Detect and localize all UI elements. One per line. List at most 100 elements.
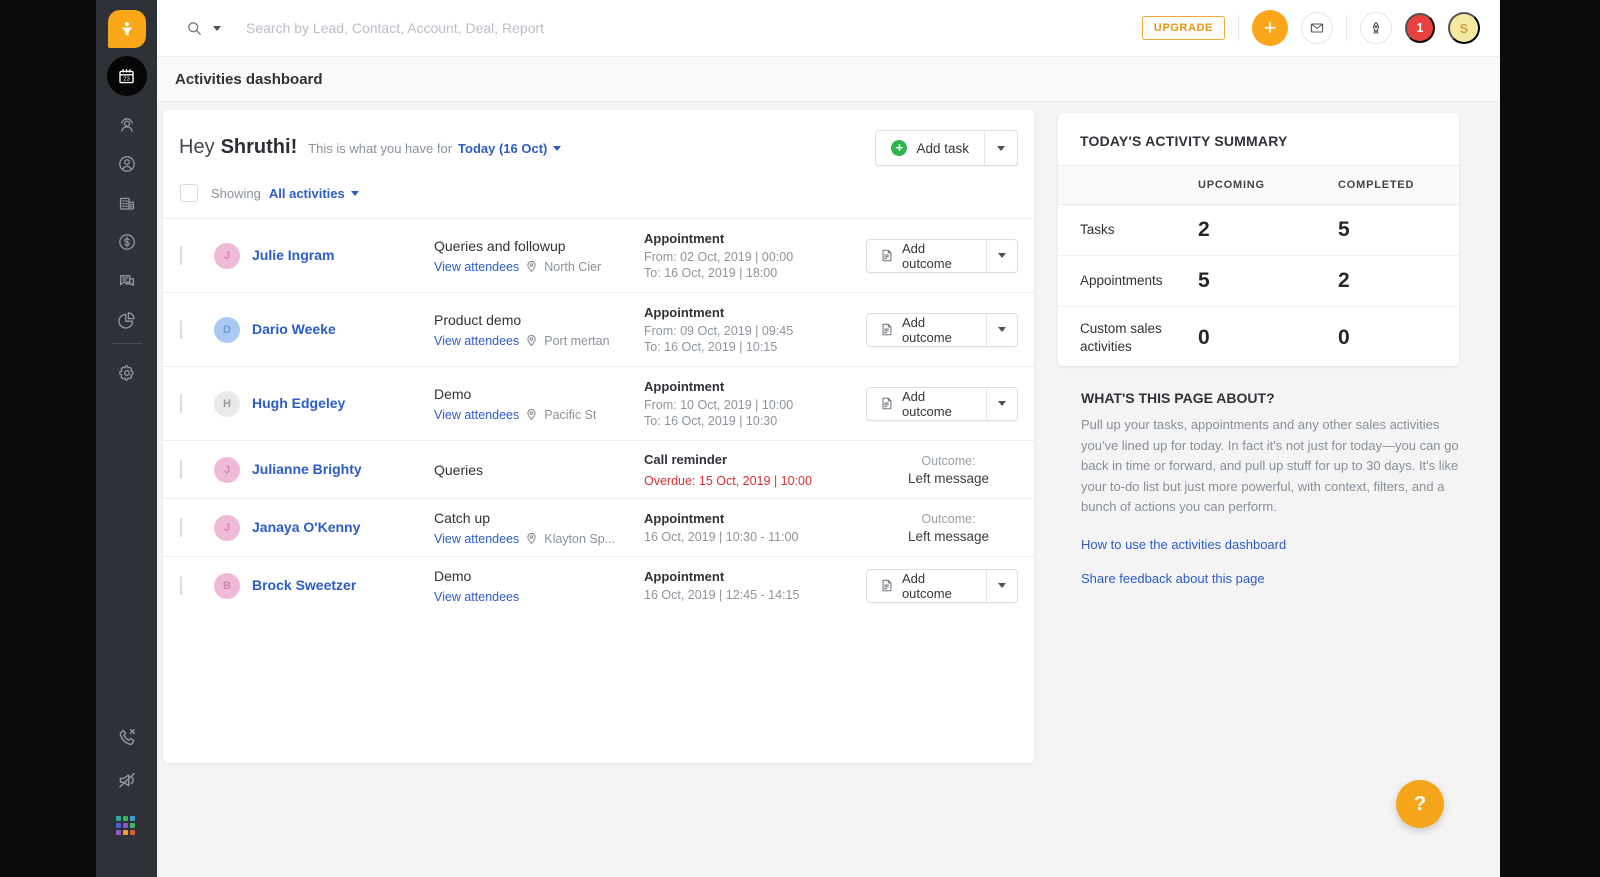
summary-upcoming-value: 5 [1198,269,1210,292]
row-checkbox[interactable] [180,245,182,265]
topbar-divider [1346,15,1347,41]
add-outcome-dropdown[interactable] [986,387,1017,420]
share-feedback-link[interactable]: Share feedback about this page [1081,570,1265,586]
search-input[interactable] [246,20,766,36]
add-task-dropdown[interactable] [984,131,1017,165]
contact-name-link[interactable]: Julie Ingram [252,246,335,263]
summary-row: Appointments 5 2 [1058,256,1459,307]
activity-row: J Julie Ingram Queries and followup View… [163,218,1034,292]
page-title: Activities dashboard [175,70,323,88]
contact-name-link[interactable]: Hugh Edgeley [252,394,346,411]
activity-list: J Julie Ingram Queries and followup View… [163,218,1034,614]
location-text: North Cier [544,259,602,274]
topbar-divider [1238,15,1239,41]
add-outcome-split-button: Add outcome [866,386,1018,421]
sidebar-item-reports[interactable] [117,310,165,330]
contact-name-link[interactable]: Janaya O'Kenny [252,518,361,535]
summary-header-row: UPCOMING COMPLETED [1058,165,1459,205]
add-outcome-button[interactable]: Add outcome [867,240,986,272]
sidebar-item-activities[interactable]: 23 [106,56,147,96]
sidebar-item-accounts[interactable] [117,193,137,213]
add-outcome-dropdown[interactable] [986,313,1017,346]
outcome-value: Left message [907,528,990,544]
sidebar-item-phone-disabled[interactable] [116,726,138,748]
sidebar-item-apps[interactable] [115,816,138,838]
date-filter-dropdown[interactable]: Today (16 Oct) [458,141,562,156]
email-button[interactable] [1301,12,1333,44]
search-icon[interactable] [186,20,203,37]
contact-name-link[interactable]: Dario Weeke [252,320,336,337]
content-area: UPGRADE + 1 S Activities dashboard [157,0,1500,877]
notification-badge[interactable]: 1 [1405,13,1435,43]
row-checkbox[interactable] [180,517,182,537]
freshworks-logo[interactable] [107,10,146,48]
note-edit-icon [882,323,892,336]
select-all-checkbox[interactable] [180,184,198,202]
chevron-down-icon [350,190,359,196]
summary-row: Tasks 2 5 [1058,205,1459,256]
sidebar-item-contacts[interactable] [117,154,137,174]
row-checkbox[interactable] [180,319,182,339]
quick-add-button[interactable]: + [1252,10,1288,46]
activity-filter-dropdown[interactable]: All activities [269,186,359,201]
summary-title: TODAY'S ACTIVITY SUMMARY [1080,133,1288,149]
greeting-hey: Hey [179,136,215,158]
add-outcome-label: Add outcome [901,570,952,601]
add-outcome-button[interactable]: Add outcome [867,388,986,420]
contact-name-link[interactable]: Julianne Brighty [252,460,362,477]
add-outcome-split-button: Add outcome [866,568,1018,603]
row-checkbox[interactable] [180,393,182,413]
settings-gear-icon [118,365,134,381]
topbar: UPGRADE + 1 S [157,0,1500,57]
sidebar-item-settings[interactable] [117,363,137,383]
summary-completed-value: 0 [1338,326,1350,349]
activity-row: J Janaya O'Kenny Catch up View attendees… [163,498,1034,556]
view-attendees-link[interactable]: View attendees [434,531,520,546]
outcome-result: Outcome: Left message [866,512,1031,544]
activity-time: From: 02 Oct, 2019 | 00:00 [644,250,794,264]
view-attendees-link[interactable]: View attendees [434,589,520,604]
sidebar: 23 [96,0,165,877]
how-to-use-link[interactable]: How to use the activities dashboard [1081,536,1287,552]
activity-title: Demo [434,385,472,402]
upgrade-button[interactable]: UPGRADE [1141,16,1225,40]
row-checkbox[interactable] [180,575,182,595]
chevron-down-icon [997,145,1005,151]
location-pin-icon [525,408,538,421]
view-attendees-link[interactable]: View attendees [434,407,520,422]
activity-title: Queries and followup [434,237,566,254]
activity-type: Appointment [644,305,725,320]
outcome-label: Outcome: [921,453,976,468]
chevron-down-icon [998,401,1007,406]
conversations-icon [119,275,134,287]
activity-type: Appointment [644,511,725,526]
add-outcome-dropdown[interactable] [986,239,1017,272]
page-header: Activities dashboard [157,57,1500,102]
sidebar-item-deals[interactable] [117,232,137,252]
location-pin-icon [525,532,538,545]
contact-name-link[interactable]: Brock Sweetzer [252,576,357,593]
sidebar-item-announcements-disabled[interactable] [116,769,138,791]
sidebar-item-conversations[interactable] [117,271,165,291]
add-task-button[interactable]: + Add task [876,131,984,165]
chevron-down-icon [553,146,562,151]
sidebar-item-leads[interactable] [117,115,137,135]
add-outcome-dropdown[interactable] [986,569,1017,602]
user-avatar[interactable]: S [1448,12,1480,44]
add-outcome-button[interactable]: Add outcome [867,570,986,602]
greeting-subtitle: This is what you have for [308,141,453,156]
search-scope-caret-icon[interactable] [213,25,221,31]
avatar: B [214,572,240,599]
view-attendees-link[interactable]: View attendees [434,259,520,274]
avatar: H [214,390,240,417]
calendar-icon: 23 [119,68,134,83]
add-outcome-split-button: Add outcome [866,312,1018,347]
view-attendees-link[interactable]: View attendees [434,333,520,348]
topbar-actions: UPGRADE + 1 S [1141,10,1500,46]
help-button[interactable]: ? [1396,780,1444,828]
add-outcome-button[interactable]: Add outcome [867,314,986,346]
row-checkbox[interactable] [180,459,182,479]
whats-new-button[interactable] [1360,12,1392,44]
location-text: Klayton Sp... [544,531,616,546]
showing-label: Showing [211,185,261,201]
